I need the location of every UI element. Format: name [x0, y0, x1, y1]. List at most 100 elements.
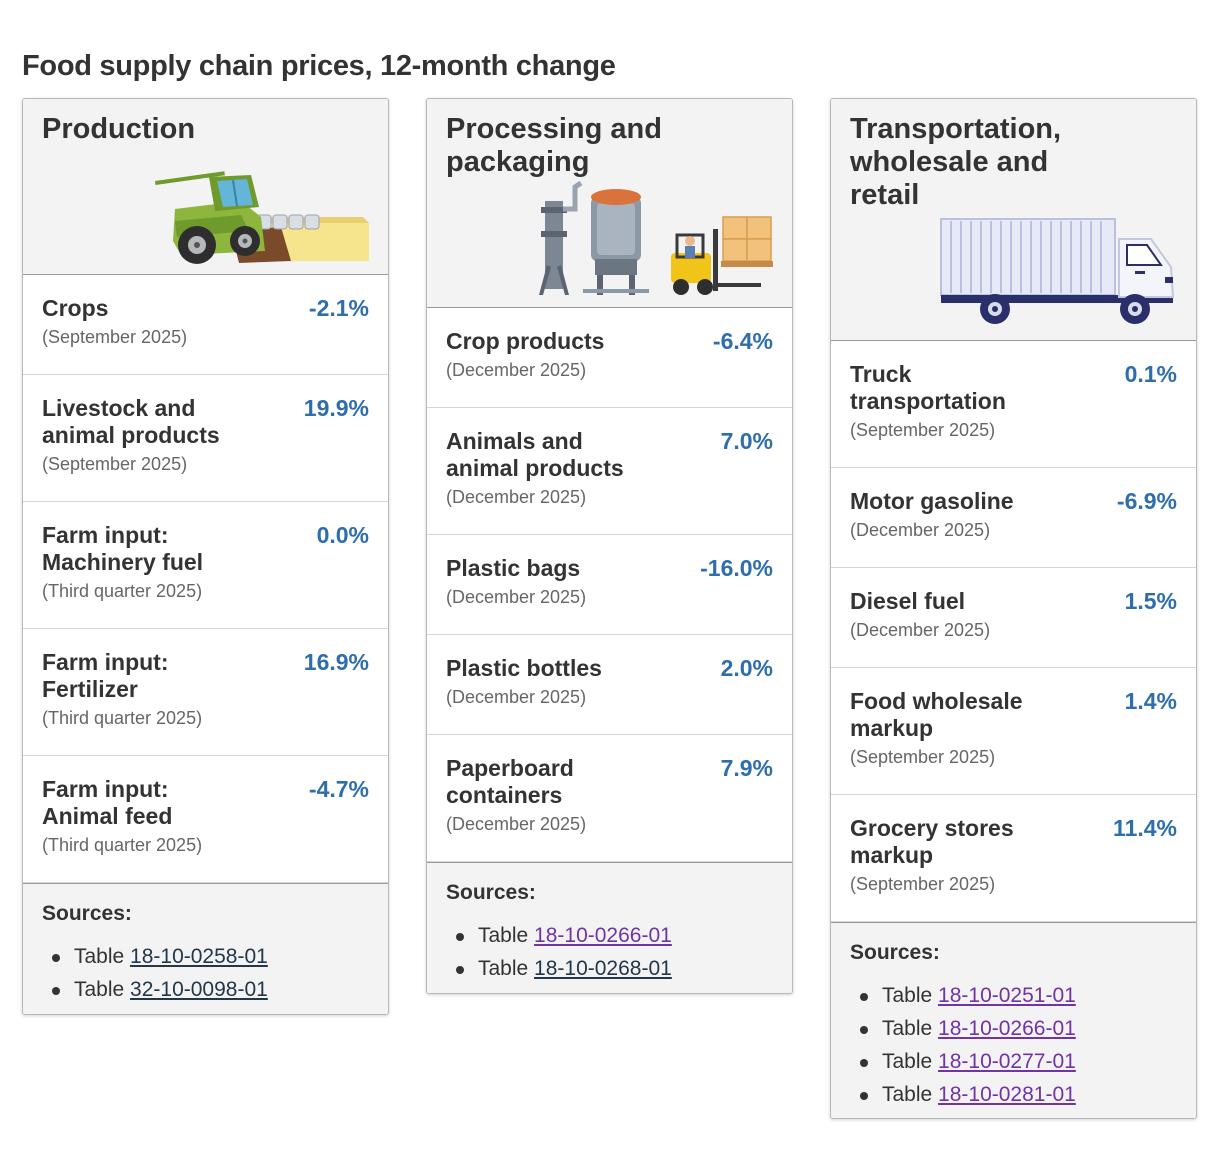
row-date: (Third quarter 2025): [42, 708, 203, 728]
row-date: (December 2025): [446, 587, 587, 607]
card-header: Processing and packaging: [427, 99, 792, 308]
card-header: Transportation, wholesale and retail: [831, 99, 1196, 341]
page-title: Food supply chain prices, 12-month chang…: [22, 50, 616, 82]
row-name: Crops: [42, 295, 109, 321]
source-link[interactable]: 18-10-0258-01: [130, 945, 268, 968]
source-item: Table 32-10-0098-01: [42, 973, 369, 1006]
row-date: (September 2025): [850, 747, 996, 767]
source-item: Table 18-10-0251-01: [850, 979, 1177, 1012]
sources-list: Table 18-10-0258-01 Table 32-10-0098-01: [42, 940, 369, 1006]
row-value: 7.9%: [720, 755, 773, 781]
source-link[interactable]: 18-10-0266-01: [534, 924, 672, 947]
row-name: Truck transportation: [850, 361, 1006, 414]
row-date: (Third quarter 2025): [42, 835, 203, 855]
row-date: (December 2025): [850, 620, 991, 640]
data-row: Grocery stores markup (September 2025) 1…: [831, 795, 1196, 922]
row-value: 1.5%: [1124, 588, 1177, 614]
sources-label: Sources:: [446, 881, 536, 904]
data-row: Diesel fuel (December 2025) 1.5%: [831, 568, 1196, 668]
sources-section: Sources: Table 18-10-0258-01 Table 32-10…: [23, 883, 388, 1014]
row-value: 11.4%: [1113, 815, 1177, 841]
row-date: (September 2025): [42, 454, 188, 474]
row-date: (December 2025): [446, 814, 587, 834]
card-header: Production: [23, 99, 388, 275]
source-item: Table 18-10-0258-01: [42, 940, 369, 973]
data-row: Animals and animal products (December 20…: [427, 408, 792, 535]
row-date: (Third quarter 2025): [42, 581, 203, 601]
sources-label: Sources:: [850, 941, 940, 964]
source-prefix: Table: [478, 924, 529, 947]
source-prefix: Table: [882, 1017, 933, 1040]
row-name: Plastic bottles: [446, 655, 602, 681]
source-link[interactable]: 18-10-0277-01: [938, 1050, 1076, 1073]
source-prefix: Table: [882, 1050, 933, 1073]
row-value: 2.0%: [720, 655, 773, 681]
data-row: Food wholesale markup (September 2025) 1…: [831, 668, 1196, 795]
row-date: (December 2025): [850, 520, 991, 540]
card-title: Processing and packaging: [446, 113, 662, 178]
source-item: Table 18-10-0281-01: [850, 1078, 1177, 1111]
row-value: -6.9%: [1116, 488, 1177, 514]
processing-card: Processing and packaging: [426, 98, 793, 994]
source-link[interactable]: 18-10-0251-01: [938, 984, 1076, 1007]
data-row: Livestock and animal products (September…: [23, 375, 388, 502]
row-value: 19.9%: [303, 395, 369, 421]
source-link[interactable]: 32-10-0098-01: [130, 978, 268, 1001]
data-row: Farm input: Machinery fuel (Third quarte…: [23, 502, 388, 629]
production-card: Production: [22, 98, 389, 1015]
data-row: Crop products (December 2025) -6.4%: [427, 308, 792, 408]
source-item: Table 18-10-0266-01: [446, 919, 773, 952]
source-link[interactable]: 18-10-0281-01: [938, 1083, 1076, 1106]
row-name: Crop products: [446, 328, 605, 354]
row-value: -6.4%: [712, 328, 773, 354]
source-prefix: Table: [74, 945, 125, 968]
row-date: (September 2025): [42, 327, 188, 347]
row-date: (December 2025): [446, 487, 587, 507]
row-value: 7.0%: [720, 428, 773, 454]
sources-section: Sources: Table 18-10-0251-01 Table 18-10…: [831, 922, 1196, 1118]
card-title: Production: [42, 113, 196, 145]
row-name: Animals and animal products: [446, 428, 624, 481]
transportation-card: Transportation, wholesale and retail: [830, 98, 1197, 1119]
delivery-truck-icon: [940, 218, 1175, 324]
row-date: (September 2025): [850, 420, 996, 440]
row-value: 0.1%: [1124, 361, 1177, 387]
row-name: Paperboard containers: [446, 755, 574, 808]
row-name: Food wholesale markup: [850, 688, 1023, 741]
data-row: Farm input: Animal feed (Third quarter 2…: [23, 756, 388, 883]
row-value: -16.0%: [700, 555, 773, 581]
sources-list: Table 18-10-0251-01 Table 18-10-0266-01 …: [850, 979, 1177, 1111]
source-link[interactable]: 18-10-0266-01: [938, 1017, 1076, 1040]
row-name: Grocery stores markup: [850, 815, 1014, 868]
data-row: Crops (September 2025) -2.1%: [23, 275, 388, 375]
factory-forklift-icon: [539, 180, 773, 295]
row-name: Farm input: Machinery fuel: [42, 522, 204, 575]
row-value: 16.9%: [303, 649, 369, 675]
source-item: Table 18-10-0268-01: [446, 952, 773, 985]
row-date: (December 2025): [446, 687, 587, 707]
row-name: Plastic bags: [446, 555, 581, 581]
data-row: Plastic bottles (December 2025) 2.0%: [427, 635, 792, 735]
row-name: Livestock and animal products: [42, 395, 220, 448]
data-row: Plastic bags (December 2025) -16.0%: [427, 535, 792, 635]
data-row: Farm input: Fertilizer (Third quarter 20…: [23, 629, 388, 756]
card-title: Transportation, wholesale and retail: [850, 113, 1062, 211]
source-link[interactable]: 18-10-0268-01: [534, 957, 672, 980]
sources-section: Sources: Table 18-10-0266-01 Table 18-10…: [427, 862, 792, 993]
sources-list: Table 18-10-0266-01 Table 18-10-0268-01: [446, 919, 773, 985]
sources-label: Sources:: [42, 902, 132, 925]
data-row: Truck transportation (September 2025) 0.…: [831, 341, 1196, 468]
source-prefix: Table: [478, 957, 529, 980]
row-name: Farm input: Fertilizer: [42, 649, 169, 702]
data-row: Paperboard containers (December 2025) 7.…: [427, 735, 792, 862]
combine-harvester-icon: [154, 171, 369, 264]
row-value: -4.7%: [308, 776, 369, 802]
source-item: Table 18-10-0277-01: [850, 1045, 1177, 1078]
source-item: Table 18-10-0266-01: [850, 1012, 1177, 1045]
row-value: 1.4%: [1124, 688, 1177, 714]
row-name: Motor gasoline: [850, 488, 1014, 514]
row-name: Farm input: Animal feed: [42, 776, 173, 829]
source-prefix: Table: [74, 978, 125, 1001]
row-name: Diesel fuel: [850, 588, 966, 614]
row-date: (December 2025): [446, 360, 587, 380]
